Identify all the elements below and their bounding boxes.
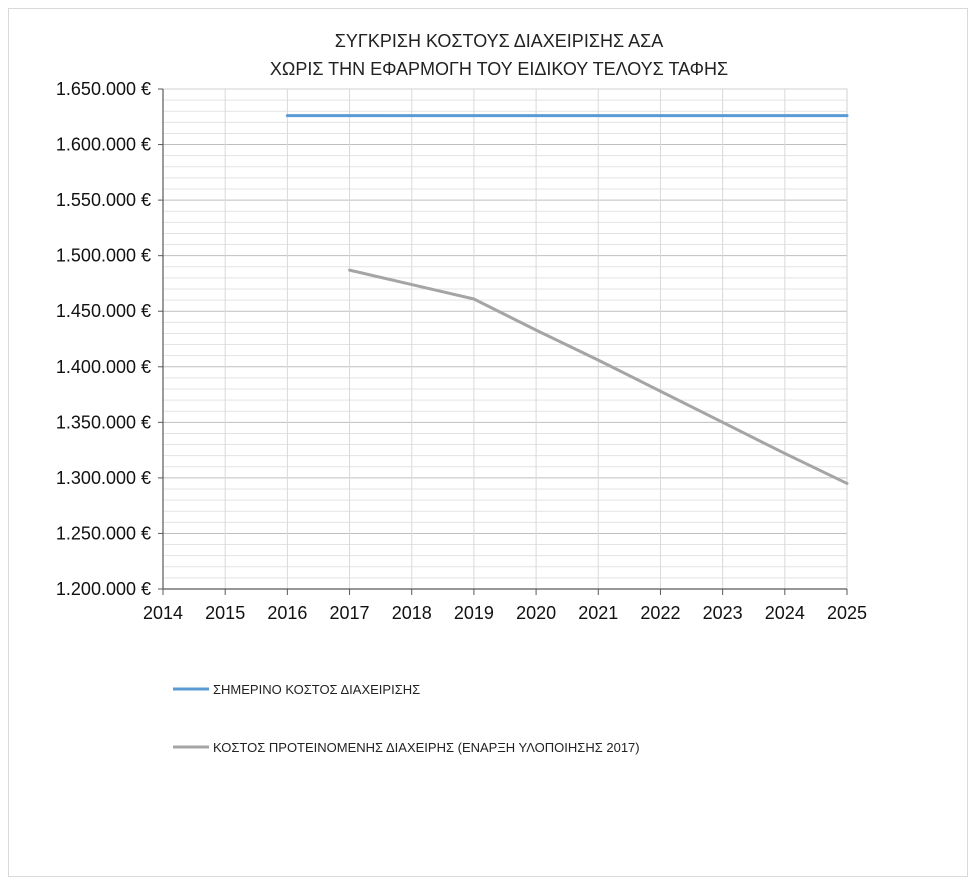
legend-label-1: ΣΗΜΕΡΙΝΟ ΚΟΣΤΟΣ ΔΙΑΧΕΙΡΙΣΗΣ bbox=[213, 682, 420, 697]
y-tick-label: 1.400.000 € bbox=[56, 357, 151, 377]
chart-title-line: ΧΩΡΙΣ ΤΗΝ ΕΦΑΡΜΟΓΗ ΤΟΥ ΕΙΔΙΚΟΥ ΤΕΛΟΥΣ ΤΑ… bbox=[270, 59, 728, 79]
x-tick-label: 2016 bbox=[267, 603, 307, 623]
y-tick-label: 1.600.000 € bbox=[56, 135, 151, 155]
chart-canvas: ΣΥΓΚΡΙΣΗ ΚΟΣΤΟΥΣ ΔΙΑΧΕΙΡΙΣΗΣ ΑΣΑ ΧΩΡΙΣ ΤΗ… bbox=[56, 31, 867, 755]
chart-title: ΣΥΓΚΡΙΣΗ ΚΟΣΤΟΥΣ ΔΙΑΧΕΙΡΙΣΗΣ ΑΣΑ ΧΩΡΙΣ ΤΗ… bbox=[270, 31, 728, 79]
y-tick-label: 1.550.000 € bbox=[56, 190, 151, 210]
series-line-2 bbox=[348, 268, 849, 485]
legend: ΣΗΜΕΡΙΝΟ ΚΟΣΤΟΣ ΔΙΑΧΕΙΡΙΣΗΣ ΚΟΣΤΟΣ ΠΡΟΤΕΙ… bbox=[173, 682, 640, 755]
chart-frame: ΣΥΓΚΡΙΣΗ ΚΟΣΤΟΥΣ ΔΙΑΧΕΙΡΙΣΗΣ ΑΣΑ ΧΩΡΙΣ ΤΗ… bbox=[8, 8, 968, 877]
y-tick-label: 1.450.000 € bbox=[56, 301, 151, 321]
x-tick-label: 2017 bbox=[330, 603, 370, 623]
legend-label-2: ΚΟΣΤΟΣ ΠΡΟΤΕΙΝΟΜΕΝΗΣ ΔΙΑΧΕΙΡΗΣ (ΕΝΑΡΞΗ Υ… bbox=[213, 740, 640, 755]
axes: 1.200.000 € 1.250.000 € 1.300.000 € 1.350.0… bbox=[56, 79, 867, 623]
plot-area-border bbox=[162, 88, 848, 590]
y-tick-label: 1.300.000 € bbox=[56, 468, 151, 488]
x-tick-label: 2015 bbox=[205, 603, 245, 623]
x-tick-label: 2022 bbox=[640, 603, 680, 623]
x-tick-label: 2014 bbox=[143, 603, 183, 623]
series-lines bbox=[285, 114, 849, 485]
chart-title-line: ΣΥΓΚΡΙΣΗ ΚΟΣΤΟΥΣ ΔΙΑΧΕΙΡΙΣΗΣ ΑΣΑ bbox=[335, 31, 663, 51]
x-tick-label: 2024 bbox=[765, 603, 805, 623]
y-tick-label: 1.200.000 € bbox=[56, 579, 151, 599]
y-tick-label: 1.350.000 € bbox=[56, 412, 151, 432]
x-tick-label: 2020 bbox=[516, 603, 556, 623]
x-tick-label: 2023 bbox=[703, 603, 743, 623]
x-tick-label: 2018 bbox=[392, 603, 432, 623]
grid bbox=[162, 88, 848, 590]
y-tick-label: 1.650.000 € bbox=[56, 79, 151, 99]
x-tick-label: 2025 bbox=[827, 603, 867, 623]
y-tick-label: 1.500.000 € bbox=[56, 246, 151, 266]
x-tick-label: 2021 bbox=[578, 603, 618, 623]
y-tick-label: 1.250.000 € bbox=[56, 523, 151, 543]
x-tick-label: 2019 bbox=[454, 603, 494, 623]
